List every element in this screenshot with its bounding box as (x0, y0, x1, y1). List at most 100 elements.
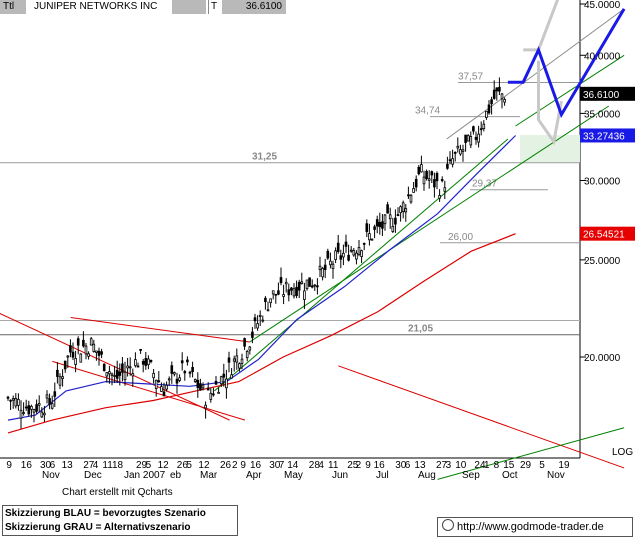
candle-body (282, 294, 285, 297)
candle-body (113, 375, 116, 377)
candle-body (498, 86, 501, 92)
x-day-label: 9 (365, 460, 371, 471)
candle-body (487, 104, 491, 114)
x-day-label: 4 (318, 460, 324, 471)
channel-mid-line (70, 316, 250, 343)
ma-red-line (7, 233, 516, 434)
candle-body (336, 242, 340, 252)
candle-body (430, 171, 434, 176)
x-day-label: 6 (50, 460, 56, 471)
type-label: T (208, 0, 223, 14)
candle-body (433, 179, 436, 188)
x-day-label: 18 (112, 460, 124, 471)
trend-support-line (214, 138, 509, 392)
candle-body (35, 404, 38, 412)
trend-support-ext (515, 54, 625, 127)
candle-body (89, 338, 93, 346)
candle-body (115, 369, 119, 379)
candle-body (82, 339, 85, 347)
candle-body (162, 391, 166, 397)
price-boxes: 36.6100 33.27436 26.54521 (580, 86, 635, 241)
x-day-label: 7 (279, 460, 285, 471)
x-day-label: 16 (21, 460, 33, 471)
candle-body (381, 221, 384, 229)
y-tick-label: 25.0000 (584, 256, 621, 267)
candle-body (438, 195, 441, 199)
ticker-label-box: Ttl (0, 0, 26, 14)
last-price: 36.6100 (222, 0, 286, 14)
x-month-label: eb (170, 470, 182, 481)
level-label: 21,05 (408, 324, 433, 335)
x-day-label: 15 (503, 460, 515, 471)
level-label: 34,74 (415, 106, 440, 117)
trend-resistance-line (446, 8, 625, 140)
price-box (580, 86, 635, 101)
price-box (580, 226, 635, 241)
candle-body (388, 214, 392, 220)
candle-body (313, 284, 317, 287)
candle-body (266, 309, 270, 312)
x-day-label: 30 (269, 460, 281, 471)
x-day-label: 5 (186, 460, 192, 471)
level-lines: 37,57 34,74 31,25 29,37 26,00 21,05 (0, 72, 580, 336)
candle-body (201, 384, 205, 389)
candle-body (19, 409, 23, 419)
x-day-label: 10 (455, 460, 467, 471)
candle-body (79, 353, 83, 363)
candle-body (344, 241, 348, 247)
candle-body (217, 391, 220, 394)
candle-body (61, 376, 64, 379)
price-box-label: 36.6100 (583, 90, 620, 101)
candle-body (121, 363, 124, 373)
candle-body (469, 136, 473, 146)
x-day-label: 27 (436, 460, 448, 471)
candle-body (326, 250, 330, 259)
candle-body (500, 93, 504, 100)
candle-body (160, 386, 163, 392)
candle-body (139, 348, 142, 351)
website-link[interactable]: http://www.godmode-trader.de (437, 517, 633, 537)
candle-body (409, 194, 413, 203)
x-month-label: Mar (200, 470, 218, 481)
candle-body (212, 393, 215, 396)
candle-body (427, 178, 431, 181)
candle-body (191, 367, 194, 373)
candle-body (448, 159, 452, 162)
candle-body (261, 319, 265, 322)
candle-body (300, 281, 304, 284)
candle-body (14, 398, 18, 407)
candle-body (225, 378, 228, 389)
y-tick-label: 35.0000 (584, 109, 621, 120)
website-url[interactable]: http://www.godmode-trader.de (457, 521, 604, 533)
x-day-label: 5 (146, 460, 152, 471)
candle-body (105, 372, 109, 377)
candle-body (27, 405, 31, 415)
candle-body (435, 173, 439, 182)
candle-body (412, 188, 415, 193)
candle-body (485, 110, 488, 118)
x-day-label: 28 (309, 460, 321, 471)
candle-body (321, 267, 324, 278)
price-box-label: 33.27436 (583, 131, 625, 142)
x-day-label: 14 (287, 460, 299, 471)
candle-body (118, 371, 122, 376)
candle-body (482, 123, 486, 130)
x-day-label: 11 (328, 460, 339, 471)
company-name: JUNIPER NETWORKS INC (34, 1, 158, 12)
candle-body (9, 399, 12, 402)
scenario-grey-line-2 (537, 60, 563, 146)
x-month-label: Jun (332, 470, 348, 481)
candle-body (131, 373, 135, 377)
candle-body (48, 398, 51, 405)
candle-body (71, 351, 75, 358)
candle-body (297, 281, 301, 291)
candle-body (24, 406, 28, 409)
candle-body (401, 202, 405, 212)
candle-body (76, 338, 80, 346)
candle-body (446, 163, 449, 169)
candle-body (386, 204, 389, 214)
candle-body (100, 351, 103, 355)
x-day-label: 30 (40, 460, 52, 471)
x-day-label: 12 (158, 460, 170, 471)
candle-body (290, 287, 293, 291)
